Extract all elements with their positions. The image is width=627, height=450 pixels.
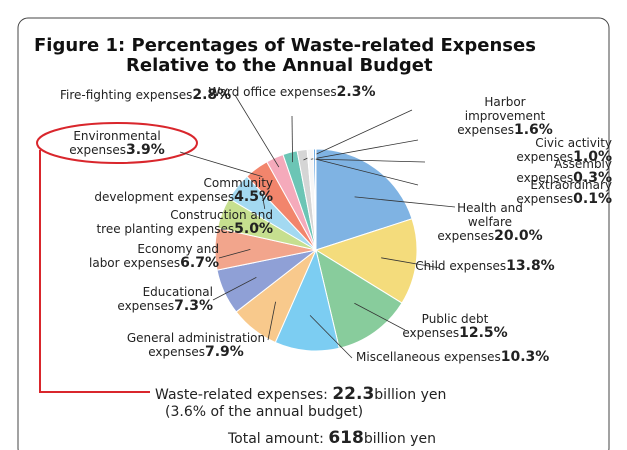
slice-label: Ward office expenses2.3% (209, 85, 376, 99)
leader-line (310, 139, 419, 160)
category-label: Civic activity expenses (516, 136, 612, 164)
footer-unit: billion yen (363, 431, 436, 447)
highlight-ring (36, 122, 198, 164)
value-label: 0.3% (573, 170, 612, 186)
footer-value: 22.3 (332, 384, 375, 404)
category-label: Miscellaneous expenses (356, 350, 501, 364)
value-label: 3.9% (125, 142, 165, 158)
category-label: General administration expenses (126, 331, 266, 359)
category-label: Ward office expenses (208, 85, 337, 99)
footer-unit: billion yen (374, 387, 447, 403)
value-label: 1.0% (573, 149, 612, 165)
value-label: 1.6% (513, 122, 553, 138)
slice-label: Health and welfare expenses20.0% (422, 201, 559, 243)
leader-line (212, 277, 257, 301)
leader-line (267, 301, 276, 341)
category-label: Child expenses (415, 259, 507, 273)
leader-line (179, 151, 263, 178)
slice-label: Fire-fighting expenses2.8% (60, 88, 231, 102)
slice-label: Extraordinary expenses0.1% (516, 178, 612, 206)
slice-label: Child expenses13.8% (415, 259, 554, 273)
slice-label: Assembly expenses0.3% (516, 157, 612, 185)
value-label: 20.0% (494, 228, 543, 244)
slice-label: General administration expenses7.9% (127, 331, 265, 359)
slice-label: Environmental expenses3.9% (69, 129, 165, 157)
footer-text: Waste-related expenses: (155, 387, 328, 403)
leader-line (309, 315, 353, 359)
chart-title: Figure 1: Percentages of Waste-related E… (34, 36, 536, 76)
title-line: Relative to the Annual Budget (126, 55, 433, 76)
value-label: 4.5% (234, 189, 273, 205)
slice-label: Harbor improvement expenses1.6% (444, 95, 566, 137)
leader-line (315, 158, 419, 186)
pie-slice (314, 218, 418, 304)
leader-line (234, 94, 280, 168)
slice-label: Public debt expenses12.5% (402, 312, 507, 340)
value-label: 5.0% (234, 221, 273, 237)
category-label: Harbor improvement expenses (457, 95, 546, 137)
category-label: Public debt expenses (402, 312, 489, 340)
leader-line (261, 192, 266, 210)
category-label: Fire-fighting expenses (60, 88, 193, 102)
grand-total: Total amount: 618billion yen (228, 428, 436, 448)
slice-label: Miscellaneous expenses10.3% (356, 350, 549, 364)
category-label: Health and welfare expenses (437, 201, 523, 243)
leader-line (381, 257, 441, 269)
value-label: 7.9% (204, 344, 244, 360)
value-label: 6.7% (180, 255, 219, 271)
slice-label: Community development expenses4.5% (94, 176, 273, 204)
value-label: 12.5% (459, 325, 508, 341)
slice-label: Construction and tree planting expenses5… (96, 208, 273, 236)
category-label: Assembly expenses (516, 157, 612, 185)
title-line: Figure 1: Percentages of Waste-related E… (34, 35, 536, 56)
leader-line (354, 302, 406, 331)
category-label: Community development expenses (94, 176, 273, 204)
footer-value: 618 (328, 428, 364, 448)
leader-line (291, 115, 293, 163)
category-label: Educational expenses (117, 285, 213, 313)
category-label: Economy and labor expenses (89, 242, 219, 270)
category-label: Extraordinary expenses (516, 178, 612, 206)
highlight-connector (39, 150, 150, 393)
leader-line (303, 109, 413, 161)
slice-label: Educational expenses7.3% (117, 285, 213, 313)
frame (17, 17, 610, 450)
slice-label: Economy and labor expenses6.7% (89, 242, 219, 270)
leader-line (218, 248, 251, 259)
footer-text: Total amount: (228, 431, 324, 447)
value-label: 10.3% (500, 349, 550, 365)
value-label: 0.1% (573, 191, 612, 207)
leader-line (314, 158, 426, 163)
waste-share: (3.6% of the annual budget) (165, 404, 364, 420)
category-label: Environmental expenses (69, 129, 161, 157)
leader-line (354, 196, 456, 208)
value-label: 2.3% (336, 84, 376, 100)
value-label: 7.3% (174, 298, 213, 314)
pie-slice (314, 148, 317, 251)
waste-total: Waste-related expenses: 22.3billion yen (155, 384, 446, 404)
slice-label: Civic activity expenses1.0% (516, 136, 612, 164)
value-label: 2.8% (192, 87, 232, 103)
category-label: Construction and tree planting expenses (96, 208, 273, 236)
value-label: 13.8% (506, 258, 555, 274)
